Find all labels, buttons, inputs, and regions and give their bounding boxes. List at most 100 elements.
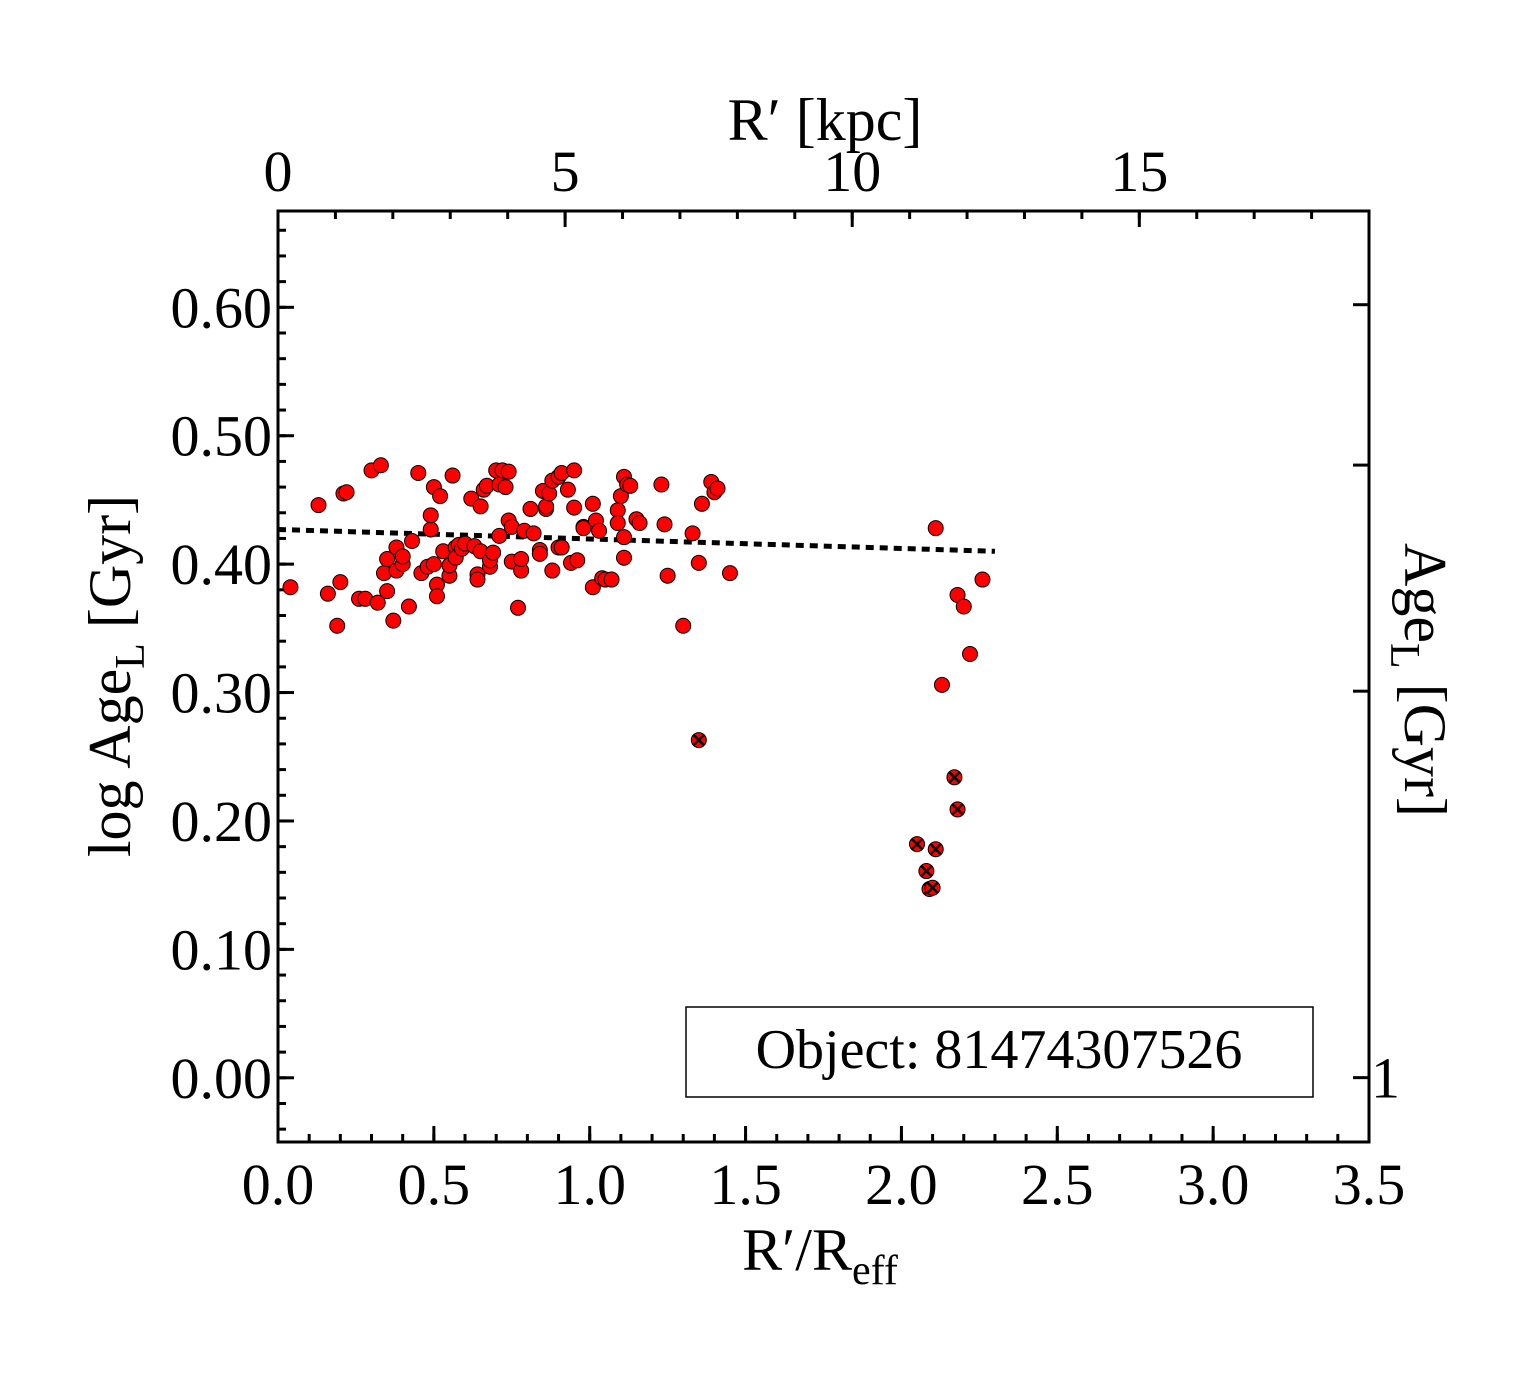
point (575, 520, 592, 537)
x-axis-label-part: R′/R (742, 1217, 852, 1283)
y-tick-label: 0.00 (171, 1046, 273, 1111)
point (491, 527, 508, 544)
x2-axis-label: R′ [kpc] (728, 87, 923, 153)
flagged-point (918, 863, 935, 880)
y-axis-label: log AgeL [Gyr] (77, 495, 154, 857)
point (329, 617, 346, 634)
y2-tick-label: 1 (1371, 1046, 1400, 1111)
point (422, 507, 439, 524)
point (510, 599, 527, 616)
flagged-cross (948, 771, 961, 784)
x-tick-label: 0.0 (242, 1152, 315, 1217)
x2-tick-label: 10 (823, 139, 881, 204)
point (310, 497, 327, 514)
point (404, 533, 421, 550)
y-tick-label: 0.10 (171, 917, 273, 982)
x2-axis-label-part: R′ [kpc] (728, 87, 923, 153)
point (659, 567, 676, 584)
point (631, 515, 648, 532)
y2-axis-label-part: [Gyr] (1392, 669, 1458, 817)
point (653, 476, 670, 493)
x2-tick-label: 0 (264, 139, 293, 204)
point (955, 598, 972, 615)
point (500, 463, 517, 480)
y2-axis-label-part: Age (1392, 543, 1458, 643)
point (603, 571, 620, 588)
point (622, 477, 639, 494)
point (432, 488, 449, 505)
point (282, 579, 299, 596)
x-tick-label: 3.5 (1333, 1152, 1406, 1217)
point (379, 583, 396, 600)
point (591, 522, 608, 539)
y-axis-label-part: log Age (77, 669, 143, 857)
point (584, 495, 601, 512)
x-tick-label: 2.5 (1021, 1152, 1094, 1217)
flagged-cross (911, 838, 923, 850)
point (675, 617, 692, 634)
annotation: Object: 81474307526 (756, 1019, 1243, 1081)
y-tick-label: 0.30 (171, 661, 273, 726)
point (410, 464, 427, 481)
point (559, 481, 576, 498)
plot-frame (276, 209, 1371, 1144)
point (544, 562, 561, 579)
point (962, 646, 979, 663)
point (372, 457, 389, 474)
y-tick-label: 0.60 (171, 275, 273, 340)
x2-tick-label: 15 (1110, 139, 1168, 204)
x-tick-label: 1.0 (553, 1152, 626, 1217)
point (927, 520, 944, 537)
x2-tick-label: 5 (551, 139, 580, 204)
point (332, 574, 349, 591)
point (616, 529, 633, 546)
y-tick-label: 0.20 (171, 789, 273, 854)
annotation-box (685, 1006, 1314, 1098)
flagged-cross (920, 865, 933, 877)
y2-axis-label: AgeL [Gyr] (1381, 543, 1458, 817)
point (422, 521, 439, 538)
point (497, 479, 514, 496)
point (369, 594, 386, 611)
flagged-point (924, 879, 941, 896)
flagged-point (909, 836, 926, 853)
flagged-cross (926, 881, 939, 894)
x-axis-label-part: eff (852, 1248, 898, 1294)
y-axis-label-part: L (108, 643, 154, 669)
point (974, 571, 991, 588)
point (690, 554, 707, 571)
point (513, 551, 530, 568)
x-tick-label: 3.0 (1177, 1152, 1250, 1217)
point (385, 612, 402, 629)
x-tick-label: 1.5 (709, 1152, 782, 1217)
point (428, 588, 445, 605)
flagged-point (949, 801, 966, 818)
point (709, 480, 726, 497)
point (425, 556, 442, 573)
point (553, 539, 570, 556)
point (469, 571, 486, 588)
point (569, 552, 586, 569)
flagged-point (690, 732, 707, 749)
y-axis-label-part: [Gyr] (77, 495, 143, 643)
flagged-cross (929, 843, 942, 856)
point (444, 467, 461, 484)
flagged-cross (951, 803, 964, 816)
flagged-point (927, 841, 944, 858)
point (566, 499, 583, 516)
point (472, 498, 489, 515)
point (522, 500, 539, 517)
fit-line (277, 526, 996, 554)
point (609, 515, 626, 532)
point (485, 544, 502, 561)
point (693, 495, 710, 512)
y2-axis-label-part: L (1381, 643, 1427, 669)
flagged-cross (692, 734, 705, 746)
point (379, 551, 396, 568)
point (656, 516, 673, 533)
point (616, 549, 633, 566)
point (394, 548, 411, 565)
point (933, 676, 950, 693)
point (319, 585, 336, 602)
